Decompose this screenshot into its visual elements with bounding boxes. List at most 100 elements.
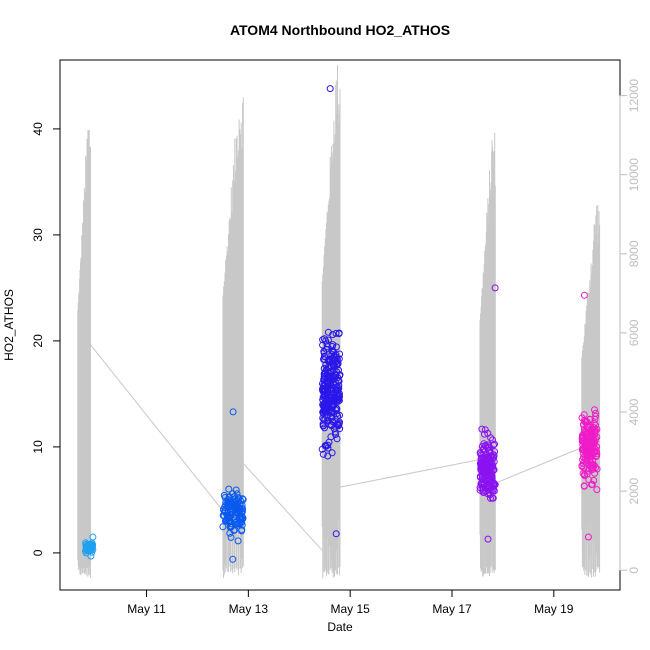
data-point xyxy=(580,291,588,299)
altitude-layer xyxy=(77,65,601,579)
data-point xyxy=(335,329,343,337)
data-point xyxy=(593,486,601,494)
data-point xyxy=(235,494,243,502)
y-tick-label: 0 xyxy=(31,549,45,556)
data-point xyxy=(326,421,334,429)
data-point xyxy=(582,437,590,445)
data-point xyxy=(324,343,331,351)
y-tick-label: 10 xyxy=(31,440,45,454)
data-point xyxy=(229,408,237,416)
points-layer xyxy=(82,85,601,563)
data-point xyxy=(237,514,245,522)
altitude-trace xyxy=(321,65,341,579)
data-point xyxy=(324,384,331,391)
data-point xyxy=(584,467,592,475)
y2-tick-label: 10000 xyxy=(627,158,641,192)
data-point xyxy=(222,517,229,525)
data-point xyxy=(225,485,233,493)
data-point xyxy=(232,486,240,494)
data-point xyxy=(485,453,493,460)
data-point xyxy=(478,425,486,433)
data-point xyxy=(484,535,492,543)
data-point xyxy=(238,508,246,516)
data-point xyxy=(480,469,488,477)
x-axis-label: Date xyxy=(327,620,353,634)
data-point xyxy=(328,414,336,422)
data-point xyxy=(233,502,241,510)
data-point xyxy=(321,352,328,360)
data-point xyxy=(335,384,343,392)
data-point xyxy=(477,459,485,467)
data-point xyxy=(590,428,598,436)
data-point xyxy=(491,481,499,488)
data-point xyxy=(239,496,247,504)
data-point xyxy=(319,450,327,458)
data-point xyxy=(330,359,338,367)
data-point xyxy=(481,442,489,450)
y-tick-label: 40 xyxy=(31,122,45,136)
data-point xyxy=(328,408,336,416)
y2-axis: 0 2000 4000 6000 8000 10000 12000 xyxy=(619,79,641,574)
data-point xyxy=(489,436,496,444)
data-point xyxy=(490,441,497,449)
data-point xyxy=(589,460,597,468)
data-point xyxy=(591,437,599,445)
data-point xyxy=(583,455,591,463)
data-point xyxy=(580,482,588,490)
data-point xyxy=(335,390,343,398)
x-tick-label: May 17 xyxy=(432,602,472,616)
data-point xyxy=(227,518,235,525)
data-point xyxy=(580,453,587,461)
data-point xyxy=(319,420,327,428)
data-point xyxy=(82,544,90,552)
data-point xyxy=(226,529,234,537)
data-point xyxy=(322,387,329,395)
data-point xyxy=(332,530,340,538)
altitude-trace xyxy=(77,129,91,578)
data-point xyxy=(583,470,591,478)
data-point xyxy=(592,421,599,429)
data-point xyxy=(225,498,233,506)
data-point xyxy=(329,354,337,362)
data-point xyxy=(489,494,497,502)
data-point xyxy=(330,373,338,381)
y-axis: 0 10 20 30 40 xyxy=(31,122,61,556)
data-point xyxy=(582,434,590,442)
data-point xyxy=(584,422,592,430)
altitude-transit xyxy=(90,344,224,512)
x-tick-label: May 15 xyxy=(331,602,371,616)
altitude-transit xyxy=(495,447,583,484)
data-point xyxy=(320,349,328,357)
data-point xyxy=(221,494,229,501)
data-point xyxy=(588,481,595,488)
y2-tick-label: 2000 xyxy=(627,477,641,504)
data-point xyxy=(238,526,246,534)
data-point xyxy=(580,464,588,472)
data-point xyxy=(326,85,334,93)
y-axis-label: HO2_ATHOS xyxy=(2,289,16,361)
data-point xyxy=(82,547,89,555)
data-point xyxy=(323,414,331,422)
data-point xyxy=(491,284,499,292)
y2-tick-label: 8000 xyxy=(627,240,641,267)
data-point xyxy=(592,412,600,420)
data-point xyxy=(232,519,240,527)
data-point xyxy=(329,401,337,409)
data-point xyxy=(589,444,597,452)
data-point xyxy=(488,472,496,480)
x-axis: May 11 May 13 May 15 May 17 May 19 xyxy=(127,589,574,616)
data-point xyxy=(587,452,595,460)
data-point xyxy=(335,382,343,390)
data-point xyxy=(489,462,497,470)
data-point xyxy=(328,384,336,392)
data-point xyxy=(323,408,331,416)
y2-tick-label: 6000 xyxy=(627,319,641,346)
data-point xyxy=(332,329,340,337)
altitude-transit xyxy=(339,458,481,488)
data-point xyxy=(590,419,598,427)
altitude-trace xyxy=(581,204,601,578)
data-point xyxy=(228,522,236,530)
data-point xyxy=(487,479,495,487)
x-tick-label: May 13 xyxy=(229,602,269,616)
